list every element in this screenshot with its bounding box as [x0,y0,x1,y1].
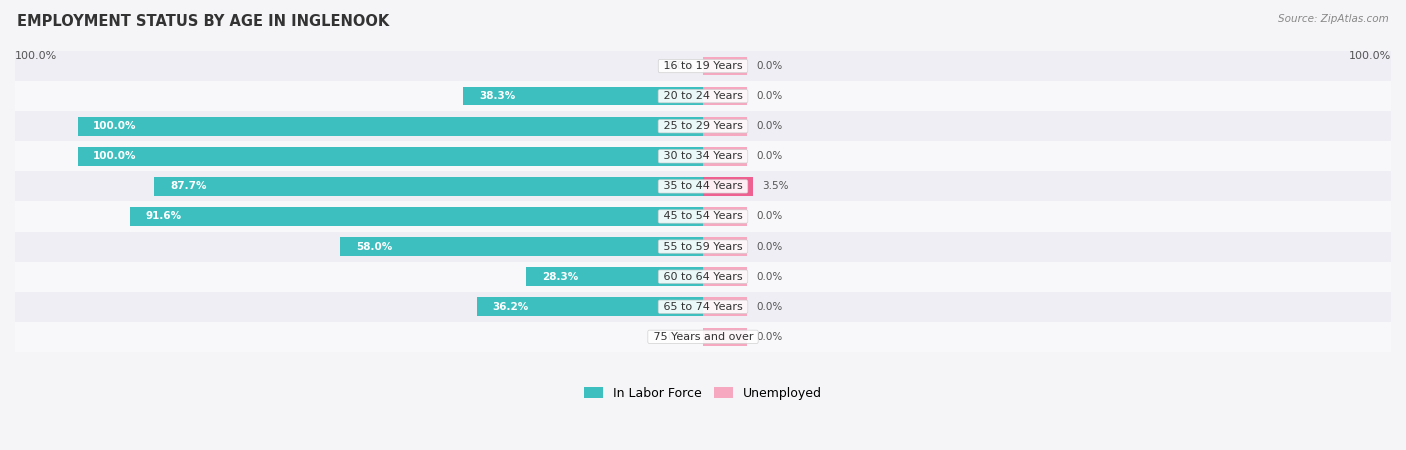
Bar [340,237,703,256]
Bar [155,177,703,196]
Bar [15,292,1391,322]
Text: 100.0%: 100.0% [1348,51,1391,61]
Bar [703,267,747,286]
Text: 0.0%: 0.0% [668,332,693,342]
Bar [464,87,703,105]
Text: 0.0%: 0.0% [756,272,782,282]
Text: 38.3%: 38.3% [479,91,516,101]
Bar [15,51,1391,81]
Text: 28.3%: 28.3% [541,272,578,282]
Text: 16 to 19 Years: 16 to 19 Years [659,61,747,71]
Bar [703,207,747,226]
Bar [703,237,747,256]
Text: 0.0%: 0.0% [756,212,782,221]
Text: 60 to 64 Years: 60 to 64 Years [659,272,747,282]
Text: 0.0%: 0.0% [756,332,782,342]
Text: 65 to 74 Years: 65 to 74 Years [659,302,747,312]
Text: 100.0%: 100.0% [93,121,136,131]
Bar [131,207,703,226]
Bar [15,202,1391,232]
Text: 55 to 59 Years: 55 to 59 Years [659,242,747,252]
Text: 0.0%: 0.0% [756,151,782,161]
Text: 3.5%: 3.5% [762,181,789,191]
Bar [77,147,703,166]
Text: 20 to 24 Years: 20 to 24 Years [659,91,747,101]
Text: 36.2%: 36.2% [492,302,529,312]
Text: 0.0%: 0.0% [756,242,782,252]
Text: 100.0%: 100.0% [93,151,136,161]
Bar [703,57,747,75]
Bar [15,322,1391,352]
Bar [703,177,754,196]
Text: 0.0%: 0.0% [756,91,782,101]
Text: 0.0%: 0.0% [756,121,782,131]
Bar [15,261,1391,292]
Text: Source: ZipAtlas.com: Source: ZipAtlas.com [1278,14,1389,23]
Legend: In Labor Force, Unemployed: In Labor Force, Unemployed [583,387,823,400]
Bar [15,141,1391,171]
Text: 91.6%: 91.6% [146,212,181,221]
Text: 58.0%: 58.0% [356,242,392,252]
Text: 35 to 44 Years: 35 to 44 Years [659,181,747,191]
Text: 75 Years and over: 75 Years and over [650,332,756,342]
Text: 30 to 34 Years: 30 to 34 Years [659,151,747,161]
Bar [77,117,703,135]
Bar [15,171,1391,202]
Bar [15,81,1391,111]
Text: 25 to 29 Years: 25 to 29 Years [659,121,747,131]
Text: EMPLOYMENT STATUS BY AGE IN INGLENOOK: EMPLOYMENT STATUS BY AGE IN INGLENOOK [17,14,389,28]
Bar [703,87,747,105]
Text: 0.0%: 0.0% [756,61,782,71]
Text: 0.0%: 0.0% [668,61,693,71]
Bar [526,267,703,286]
Bar [703,297,747,316]
Text: 45 to 54 Years: 45 to 54 Years [659,212,747,221]
Text: 0.0%: 0.0% [756,302,782,312]
Bar [703,117,747,135]
Bar [15,232,1391,261]
Bar [477,297,703,316]
Bar [703,147,747,166]
Bar [703,328,747,346]
Text: 87.7%: 87.7% [170,181,207,191]
Bar [15,111,1391,141]
Text: 100.0%: 100.0% [15,51,58,61]
